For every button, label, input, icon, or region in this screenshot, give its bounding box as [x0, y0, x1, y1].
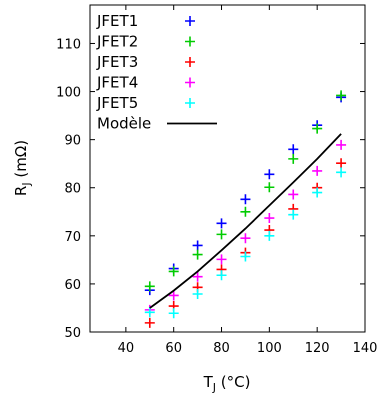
legend-label: Modèle — [97, 115, 151, 133]
y-axis-title-main: R — [12, 186, 30, 196]
model-curve — [149, 133, 342, 309]
data-point — [192, 271, 203, 282]
y-tick-label: 60 — [64, 278, 81, 293]
axis-ticks: 40 60 80 100 120 140 50 60 70 80 90 100 110 — [56, 5, 377, 356]
data-point — [216, 229, 227, 240]
data-point — [240, 233, 251, 244]
data-point — [168, 308, 179, 319]
legend-label: JFET4 — [96, 74, 138, 92]
series-jfet5 — [144, 167, 347, 319]
x-axis-title-subscript: J — [212, 381, 216, 394]
series-layer — [144, 90, 347, 328]
x-axis-title-main: T — [203, 373, 214, 391]
data-point — [216, 218, 227, 229]
series-jfet2 — [144, 90, 347, 292]
data-point — [216, 270, 227, 281]
data-point — [288, 153, 299, 164]
legend-label: JFET1 — [96, 12, 138, 30]
y-tick-label: 50 — [64, 326, 81, 341]
legend-swatch — [185, 16, 195, 26]
data-point — [192, 249, 203, 260]
y-axis-title-subscript: J — [20, 182, 33, 186]
x-tick-label: 80 — [213, 341, 230, 356]
y-tick-label: 100 — [56, 86, 81, 101]
plot-frame — [89, 4, 366, 333]
legend-label: JFET2 — [96, 33, 138, 51]
data-point — [168, 290, 179, 301]
legend-swatch — [185, 36, 195, 47]
legend: JFET1 JFET2 JFET3 JFET4 JFET5 Modèle — [96, 12, 217, 133]
data-point — [288, 209, 299, 220]
data-point — [264, 230, 275, 241]
y-tick-label: 70 — [64, 230, 81, 245]
data-point — [288, 144, 299, 155]
data-point — [336, 90, 347, 101]
legend-label: JFET5 — [96, 94, 138, 112]
x-axis-title-unit: (°C) — [216, 373, 250, 391]
data-point — [216, 254, 227, 265]
y-tick-label: 90 — [64, 134, 81, 149]
legend-swatch — [185, 98, 195, 108]
data-point — [240, 194, 251, 205]
data-point — [312, 187, 323, 198]
x-tick-label: 100 — [257, 341, 282, 356]
data-point — [192, 289, 203, 300]
data-point — [240, 251, 251, 262]
series-mod-le — [149, 133, 342, 309]
data-point — [336, 139, 347, 150]
x-tick-label: 40 — [118, 341, 135, 356]
y-axis-title: RJ (mΩ) — [12, 140, 33, 196]
y-tick-label: 80 — [64, 182, 81, 197]
data-point — [264, 169, 275, 180]
legend-swatch — [185, 77, 195, 88]
data-point — [240, 206, 251, 217]
legend-swatch — [185, 57, 195, 67]
y-tick-label: 110 — [56, 37, 81, 52]
data-point — [312, 123, 323, 134]
data-point — [264, 213, 275, 224]
data-point — [168, 266, 179, 277]
data-point — [336, 158, 347, 169]
x-tick-label: 60 — [165, 341, 182, 356]
data-point — [144, 307, 155, 318]
data-point — [312, 165, 323, 176]
y-axis-title-unit: (mΩ) — [12, 140, 30, 183]
data-point — [192, 240, 203, 251]
x-tick-label: 140 — [353, 341, 378, 356]
data-point — [288, 189, 299, 200]
data-point — [144, 317, 155, 328]
x-axis-title: TJ (°C) — [203, 373, 251, 394]
data-point — [144, 281, 155, 292]
data-point — [336, 167, 347, 178]
data-point — [264, 182, 275, 193]
x-tick-label: 120 — [305, 341, 330, 356]
legend-label: JFET3 — [96, 53, 138, 71]
